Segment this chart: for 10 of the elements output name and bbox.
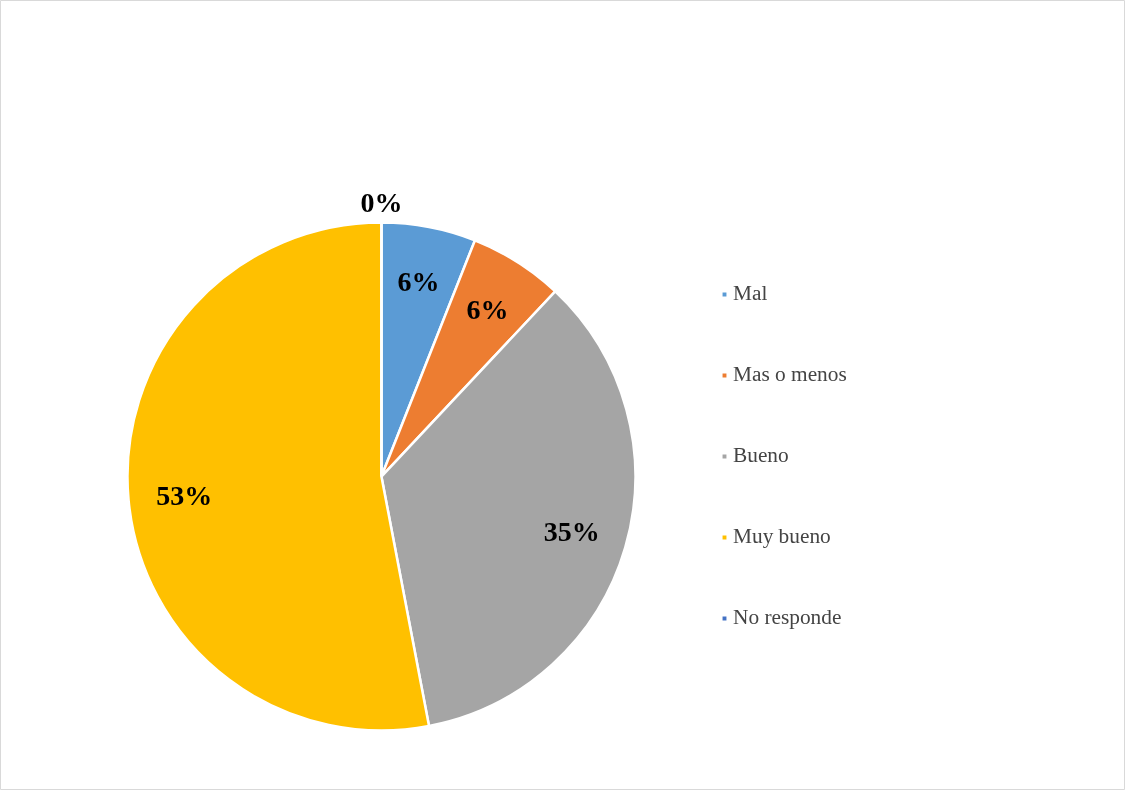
data-label: 6% bbox=[397, 266, 440, 298]
legend-label: Mal bbox=[733, 281, 768, 306]
text: 0% bbox=[360, 186, 403, 218]
legend-label: Bueno bbox=[733, 443, 789, 468]
legend-label: Mas o menos bbox=[733, 362, 847, 387]
data-label: 35% bbox=[543, 516, 600, 548]
data-label: 53% bbox=[156, 479, 213, 511]
legend-label: Muy bueno bbox=[733, 524, 831, 549]
legend-label: No responde bbox=[733, 605, 842, 630]
data-label: 6% bbox=[466, 293, 509, 325]
